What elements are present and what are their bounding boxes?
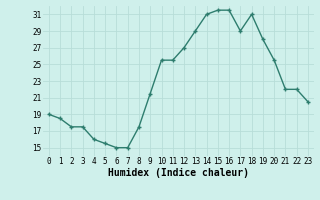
X-axis label: Humidex (Indice chaleur): Humidex (Indice chaleur) <box>108 168 249 178</box>
